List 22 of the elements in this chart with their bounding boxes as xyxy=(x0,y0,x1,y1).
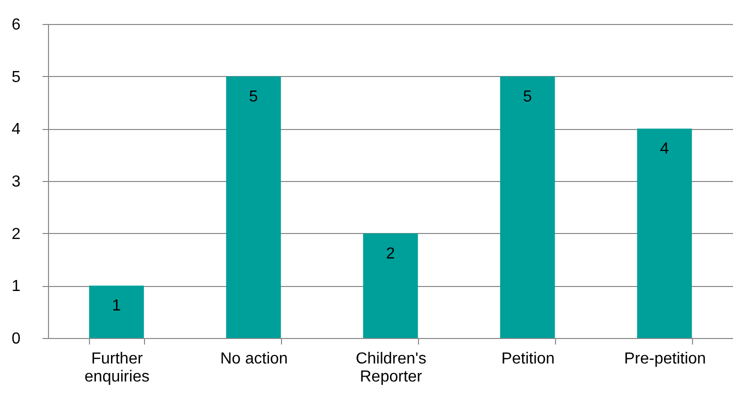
data-label: 5 xyxy=(249,88,258,106)
x-tick-label: Children's Reporter xyxy=(356,350,426,386)
y-tick-label: 2 xyxy=(12,226,21,243)
bar xyxy=(226,76,281,338)
data-label: 1 xyxy=(112,298,122,315)
x-tick-label: Petition xyxy=(501,350,555,368)
bar xyxy=(500,76,555,338)
data-label: 4 xyxy=(660,140,670,158)
x-tick-label: Further enquiries xyxy=(84,350,150,386)
y-tick-label: 3 xyxy=(12,174,21,190)
x-tick-label: No action xyxy=(220,350,288,368)
y-tick-label: 0 xyxy=(12,330,21,348)
bar xyxy=(363,233,418,338)
y-tick-label: 1 xyxy=(12,278,21,296)
data-label: 2 xyxy=(386,245,396,262)
bar xyxy=(637,128,692,338)
bar xyxy=(89,286,144,338)
y-tick-label: 5 xyxy=(12,68,21,86)
data-label: 5 xyxy=(523,88,532,106)
x-tick-label: Pre-petition xyxy=(624,350,706,368)
y-tick-label: 4 xyxy=(12,121,21,138)
y-tick-label: 6 xyxy=(12,16,21,34)
